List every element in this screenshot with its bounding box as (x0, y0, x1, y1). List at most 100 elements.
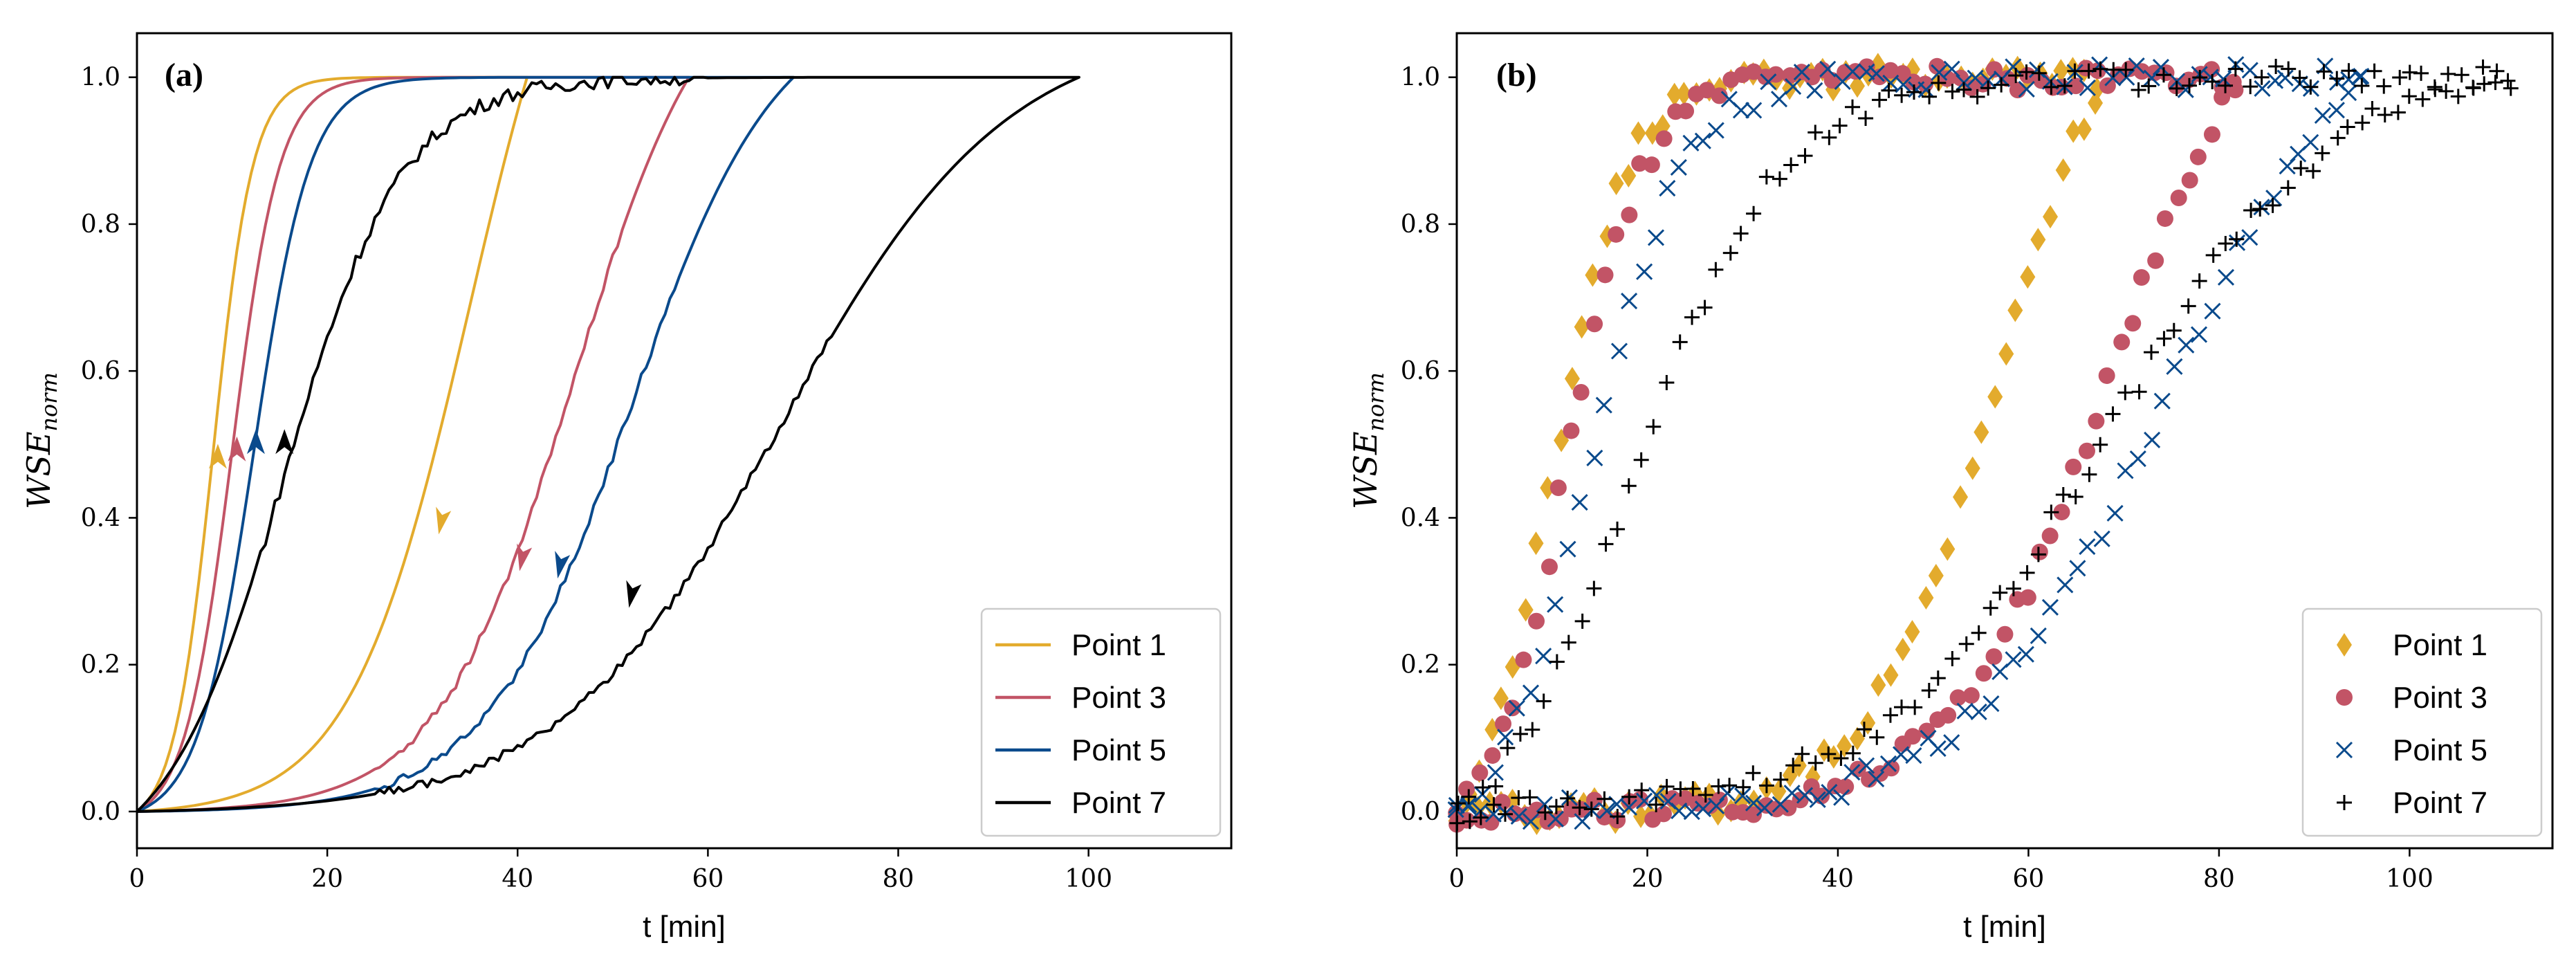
legend-box (2301, 607, 2543, 837)
scatter-point (1512, 726, 1528, 742)
legend-label: Point 7 (2393, 786, 2487, 820)
scatter-point (2268, 59, 2284, 75)
direction-arrow (246, 429, 265, 455)
scatter-point (1837, 778, 1855, 796)
y-tick-label: 0.6 (81, 357, 120, 385)
scatter-point (1797, 148, 1813, 164)
scatter-point (1868, 770, 1885, 788)
legend-label: Point 3 (1071, 681, 1166, 715)
scatter-point (1571, 494, 1588, 511)
scatter-point (1850, 74, 1866, 98)
scatter-point (1922, 89, 1938, 104)
scatter-point (1450, 796, 1466, 812)
y-tick-label: 0.0 (81, 798, 120, 826)
scatter-point (1734, 787, 1751, 805)
scatter-point (1772, 171, 1787, 187)
scatter-point (1585, 263, 1601, 287)
panel-b-frame (1455, 32, 2554, 850)
scatter-point (2355, 115, 2371, 131)
scatter-point (1940, 706, 1957, 724)
x-tick-label: 0 (1449, 865, 1465, 893)
scatter-point (1708, 262, 1724, 277)
scatter-point (1949, 689, 1967, 706)
scatter-point (1944, 84, 1960, 100)
scatter-point (1540, 476, 1556, 500)
scatter-point (1608, 172, 1624, 196)
scatter-point (1794, 746, 1810, 762)
legend-swatch (2335, 741, 2353, 759)
scatter-point (1698, 82, 1715, 99)
scatter-point (2476, 76, 2492, 92)
scatter-point (2117, 385, 2133, 401)
scatter-point (2204, 302, 2221, 320)
panel-a-frame (136, 32, 1233, 850)
scatter-point (1814, 62, 1831, 79)
series-line (136, 75, 690, 813)
scatter-point (1858, 110, 1874, 126)
scatter-point (2377, 107, 2393, 123)
scatter-point (1486, 797, 1502, 813)
scatter-point (1621, 478, 1637, 494)
scatter-point (1825, 744, 1841, 769)
scatter-point (1528, 531, 1544, 556)
scatter-point (2440, 66, 2456, 82)
scatter-point (1677, 102, 1695, 120)
scatter-point (1956, 82, 1971, 98)
scatter-point (2487, 75, 2503, 91)
scatter-point (1969, 89, 1985, 104)
scatter-point (1471, 764, 1489, 781)
scatter-point (2241, 62, 2258, 79)
scatter-point (2218, 236, 2234, 252)
scatter-point (2166, 358, 2183, 375)
panel-a-ticks: 0 20 40 60 80 100 0.0 0.2 0.4 0.6 0.8 1.0 (81, 64, 1112, 893)
scatter-point (2098, 367, 2115, 384)
scatter-point (1475, 780, 1491, 796)
y-tick-label: 0.8 (1401, 210, 1440, 239)
scatter-point (2053, 504, 2070, 521)
scatter-point (1881, 82, 1897, 98)
scatter-point (1858, 58, 1875, 75)
scatter-point (2329, 71, 2345, 86)
scatter-point (2205, 247, 2221, 263)
scatter-point (1684, 309, 1700, 325)
scatter-point (1574, 315, 1590, 339)
scatter-point (2253, 199, 2270, 216)
scatter-point (2057, 78, 2072, 94)
scatter-point (2144, 345, 2160, 360)
scatter-point (1992, 585, 2008, 601)
scatter-point (1962, 687, 1980, 704)
x-tick-label: 100 (2386, 865, 2434, 893)
scatter-point (1572, 800, 1588, 816)
scatter-point (1974, 420, 1989, 444)
scatter-point (1510, 807, 1527, 825)
scatter-point (1539, 813, 1556, 830)
scatter-point (2214, 89, 2231, 106)
scatter-point (1522, 684, 1540, 702)
panel-a-ylabel-sub: norm (36, 372, 62, 432)
scatter-point (1833, 789, 1850, 806)
scatter-point (1659, 778, 1675, 794)
scatter-point (1460, 796, 1478, 814)
scatter-point (2340, 71, 2357, 88)
scatter-point (2143, 69, 2160, 86)
scatter-point (1620, 798, 1637, 816)
scatter-point (2099, 77, 2116, 94)
scatter-point (2454, 67, 2469, 83)
scatter-point (2030, 627, 2047, 644)
scatter-point (1597, 266, 1614, 284)
scatter-point (1685, 780, 1701, 796)
scatter-point (2303, 79, 2319, 95)
scatter-point (1991, 663, 2009, 680)
scatter-point (1783, 157, 1799, 173)
scatter-point (2180, 298, 2196, 314)
legend-swatch (2337, 795, 2352, 810)
scatter-point (1722, 245, 1738, 261)
scatter-point (1528, 801, 1545, 818)
scatter-point (1758, 169, 1774, 185)
scatter-point (2252, 201, 2268, 217)
x-tick-label: 20 (311, 865, 343, 893)
scatter-point (2182, 77, 2198, 93)
scatter-point (1598, 536, 1614, 552)
direction-arrow (208, 443, 227, 469)
scatter-point (1549, 479, 1567, 496)
